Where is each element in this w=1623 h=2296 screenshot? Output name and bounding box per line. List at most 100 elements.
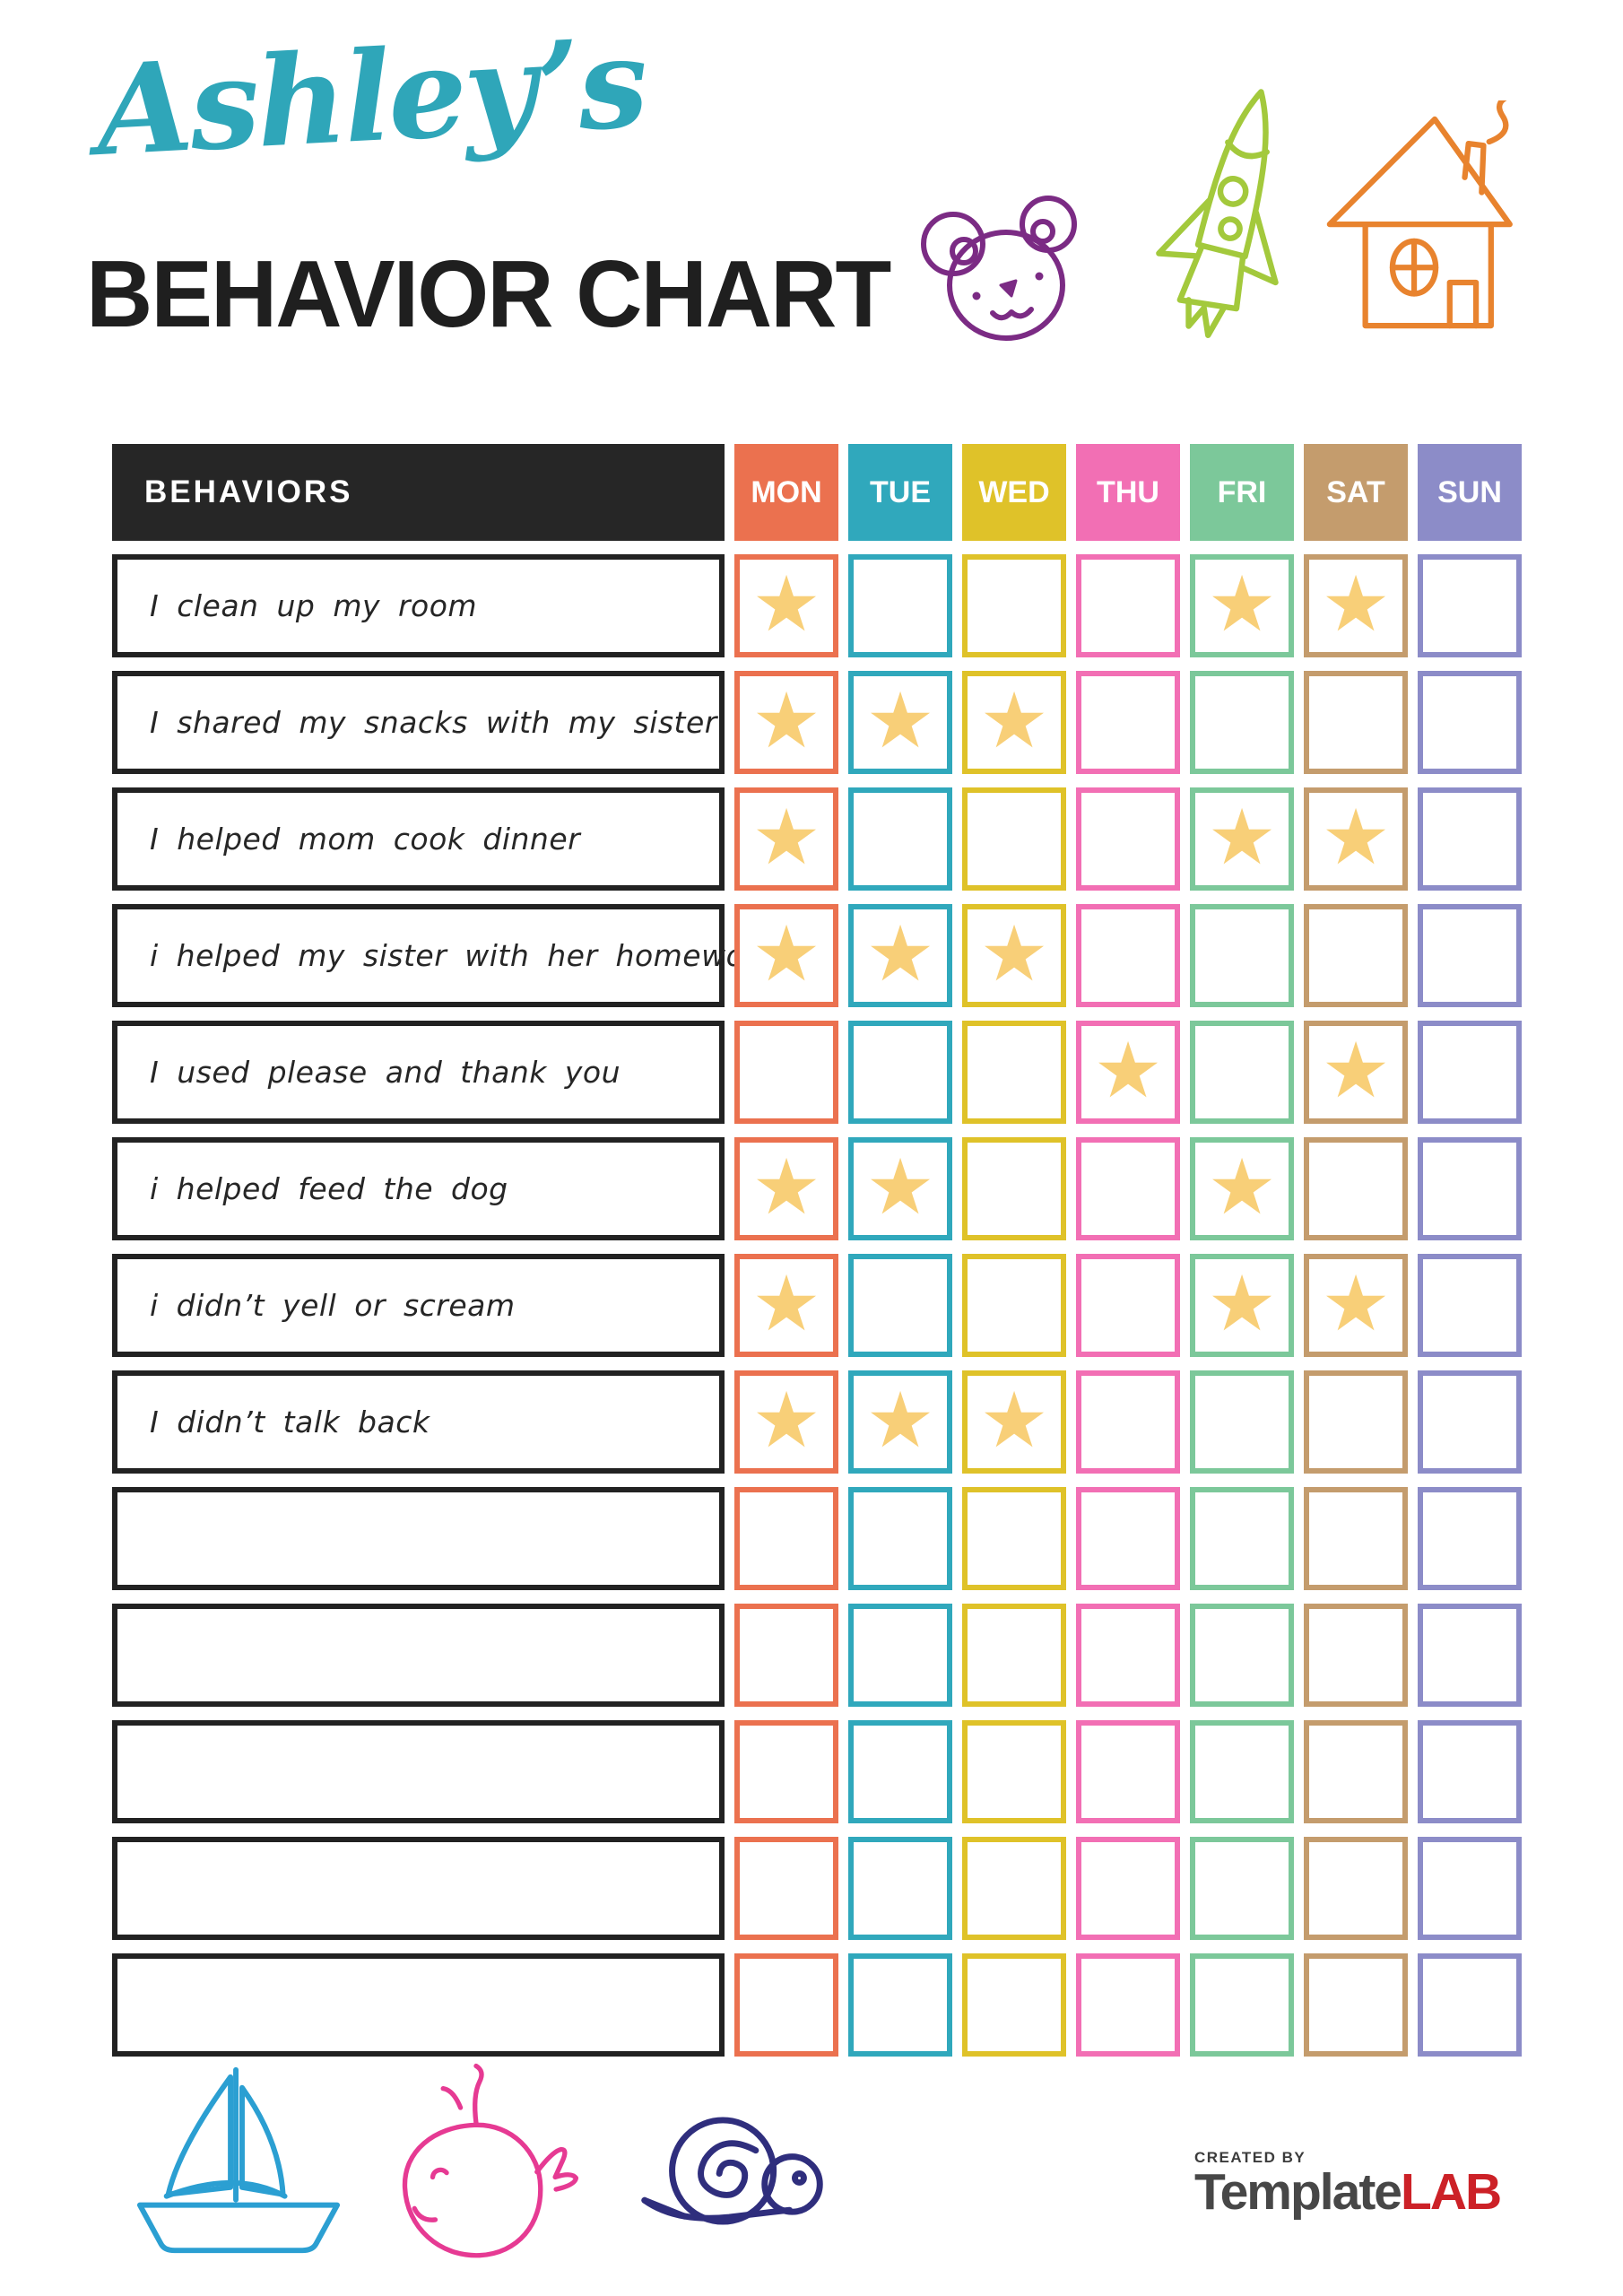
day-cell-sat-row8[interactable]: [1304, 1370, 1408, 1474]
day-cell-tue-row7[interactable]: [848, 1254, 952, 1357]
day-cell-thu-row9[interactable]: [1076, 1487, 1180, 1590]
day-cell-thu-row3[interactable]: [1076, 787, 1180, 891]
day-cell-sun-row13[interactable]: [1418, 1953, 1522, 2057]
day-cell-thu-row8[interactable]: [1076, 1370, 1180, 1474]
day-cell-fri-row13[interactable]: [1190, 1953, 1294, 2057]
day-cell-sat-row10[interactable]: [1304, 1604, 1408, 1707]
behavior-label-cell[interactable]: I didn’t talk back: [112, 1370, 725, 1474]
day-cell-tue-row13[interactable]: [848, 1953, 952, 2057]
day-cell-mon-row6[interactable]: ★: [734, 1137, 838, 1240]
day-cell-fri-row10[interactable]: [1190, 1604, 1294, 1707]
day-cell-tue-row6[interactable]: ★: [848, 1137, 952, 1240]
behavior-label-cell[interactable]: I helped mom cook dinner: [112, 787, 725, 891]
behavior-label-cell[interactable]: I clean up my room: [112, 554, 725, 657]
day-cell-tue-row9[interactable]: [848, 1487, 952, 1590]
day-cell-sun-row11[interactable]: [1418, 1720, 1522, 1823]
behavior-label-cell[interactable]: i helped feed the dog: [112, 1137, 725, 1240]
day-cell-fri-row11[interactable]: [1190, 1720, 1294, 1823]
behavior-label-cell[interactable]: [112, 1953, 725, 2057]
day-cell-mon-row12[interactable]: [734, 1837, 838, 1940]
day-cell-mon-row3[interactable]: ★: [734, 787, 838, 891]
day-cell-sat-row9[interactable]: [1304, 1487, 1408, 1590]
day-cell-sun-row12[interactable]: [1418, 1837, 1522, 1940]
day-cell-sat-row2[interactable]: [1304, 671, 1408, 774]
day-cell-wed-row8[interactable]: ★: [962, 1370, 1066, 1474]
day-cell-fri-row6[interactable]: ★: [1190, 1137, 1294, 1240]
day-cell-mon-row5[interactable]: [734, 1021, 838, 1124]
day-cell-fri-row4[interactable]: [1190, 904, 1294, 1007]
day-cell-sun-row10[interactable]: [1418, 1604, 1522, 1707]
day-cell-sat-row13[interactable]: [1304, 1953, 1408, 2057]
day-cell-mon-row10[interactable]: [734, 1604, 838, 1707]
day-cell-wed-row6[interactable]: [962, 1137, 1066, 1240]
day-cell-mon-row8[interactable]: ★: [734, 1370, 838, 1474]
day-cell-tue-row10[interactable]: [848, 1604, 952, 1707]
day-cell-tue-row5[interactable]: [848, 1021, 952, 1124]
day-cell-thu-row12[interactable]: [1076, 1837, 1180, 1940]
day-cell-wed-row1[interactable]: [962, 554, 1066, 657]
day-cell-mon-row11[interactable]: [734, 1720, 838, 1823]
day-cell-tue-row12[interactable]: [848, 1837, 952, 1940]
day-cell-thu-row11[interactable]: [1076, 1720, 1180, 1823]
day-cell-tue-row1[interactable]: [848, 554, 952, 657]
day-cell-thu-row6[interactable]: [1076, 1137, 1180, 1240]
day-cell-sun-row1[interactable]: [1418, 554, 1522, 657]
day-cell-sat-row7[interactable]: ★: [1304, 1254, 1408, 1357]
behavior-label-cell[interactable]: i helped my sister with her homework: [112, 904, 774, 1007]
day-cell-wed-row11[interactable]: [962, 1720, 1066, 1823]
day-cell-mon-row9[interactable]: [734, 1487, 838, 1590]
day-cell-thu-row10[interactable]: [1076, 1604, 1180, 1707]
behavior-label-cell[interactable]: [112, 1487, 725, 1590]
day-cell-thu-row7[interactable]: [1076, 1254, 1180, 1357]
day-cell-sat-row4[interactable]: [1304, 904, 1408, 1007]
day-cell-fri-row2[interactable]: [1190, 671, 1294, 774]
day-cell-mon-row1[interactable]: ★: [734, 554, 838, 657]
day-cell-thu-row5[interactable]: ★: [1076, 1021, 1180, 1124]
behavior-label-cell[interactable]: i didn’t yell or scream: [112, 1254, 725, 1357]
day-cell-sat-row6[interactable]: [1304, 1137, 1408, 1240]
day-cell-thu-row4[interactable]: [1076, 904, 1180, 1007]
day-cell-sat-row3[interactable]: ★: [1304, 787, 1408, 891]
day-cell-fri-row5[interactable]: [1190, 1021, 1294, 1124]
day-cell-mon-row2[interactable]: ★: [734, 671, 838, 774]
day-cell-fri-row7[interactable]: ★: [1190, 1254, 1294, 1357]
day-cell-mon-row13[interactable]: [734, 1953, 838, 2057]
day-cell-wed-row5[interactable]: [962, 1021, 1066, 1124]
day-cell-sat-row12[interactable]: [1304, 1837, 1408, 1940]
day-cell-fri-row9[interactable]: [1190, 1487, 1294, 1590]
behavior-label-cell[interactable]: [112, 1837, 725, 1940]
day-cell-fri-row3[interactable]: ★: [1190, 787, 1294, 891]
day-cell-sun-row7[interactable]: [1418, 1254, 1522, 1357]
day-cell-wed-row13[interactable]: [962, 1953, 1066, 2057]
day-cell-sat-row5[interactable]: ★: [1304, 1021, 1408, 1124]
day-cell-tue-row11[interactable]: [848, 1720, 952, 1823]
day-cell-sun-row9[interactable]: [1418, 1487, 1522, 1590]
day-cell-tue-row4[interactable]: ★: [848, 904, 952, 1007]
day-cell-thu-row2[interactable]: [1076, 671, 1180, 774]
day-cell-wed-row4[interactable]: ★: [962, 904, 1066, 1007]
day-cell-thu-row1[interactable]: [1076, 554, 1180, 657]
day-cell-wed-row10[interactable]: [962, 1604, 1066, 1707]
day-cell-wed-row7[interactable]: [962, 1254, 1066, 1357]
day-cell-fri-row1[interactable]: ★: [1190, 554, 1294, 657]
day-cell-sun-row8[interactable]: [1418, 1370, 1522, 1474]
day-cell-tue-row3[interactable]: [848, 787, 952, 891]
day-cell-wed-row12[interactable]: [962, 1837, 1066, 1940]
day-cell-sun-row2[interactable]: [1418, 671, 1522, 774]
day-cell-sat-row11[interactable]: [1304, 1720, 1408, 1823]
day-cell-wed-row3[interactable]: [962, 787, 1066, 891]
behavior-label-cell[interactable]: [112, 1604, 725, 1707]
day-cell-fri-row8[interactable]: [1190, 1370, 1294, 1474]
day-cell-thu-row13[interactable]: [1076, 1953, 1180, 2057]
day-cell-sat-row1[interactable]: ★: [1304, 554, 1408, 657]
day-cell-wed-row9[interactable]: [962, 1487, 1066, 1590]
day-cell-sun-row4[interactable]: [1418, 904, 1522, 1007]
day-cell-tue-row8[interactable]: ★: [848, 1370, 952, 1474]
day-cell-sun-row5[interactable]: [1418, 1021, 1522, 1124]
day-cell-mon-row4[interactable]: ★: [734, 904, 838, 1007]
behavior-label-cell[interactable]: [112, 1720, 725, 1823]
day-cell-sun-row3[interactable]: [1418, 787, 1522, 891]
day-cell-fri-row12[interactable]: [1190, 1837, 1294, 1940]
behavior-label-cell[interactable]: I shared my snacks with my sister: [112, 671, 725, 774]
day-cell-sun-row6[interactable]: [1418, 1137, 1522, 1240]
